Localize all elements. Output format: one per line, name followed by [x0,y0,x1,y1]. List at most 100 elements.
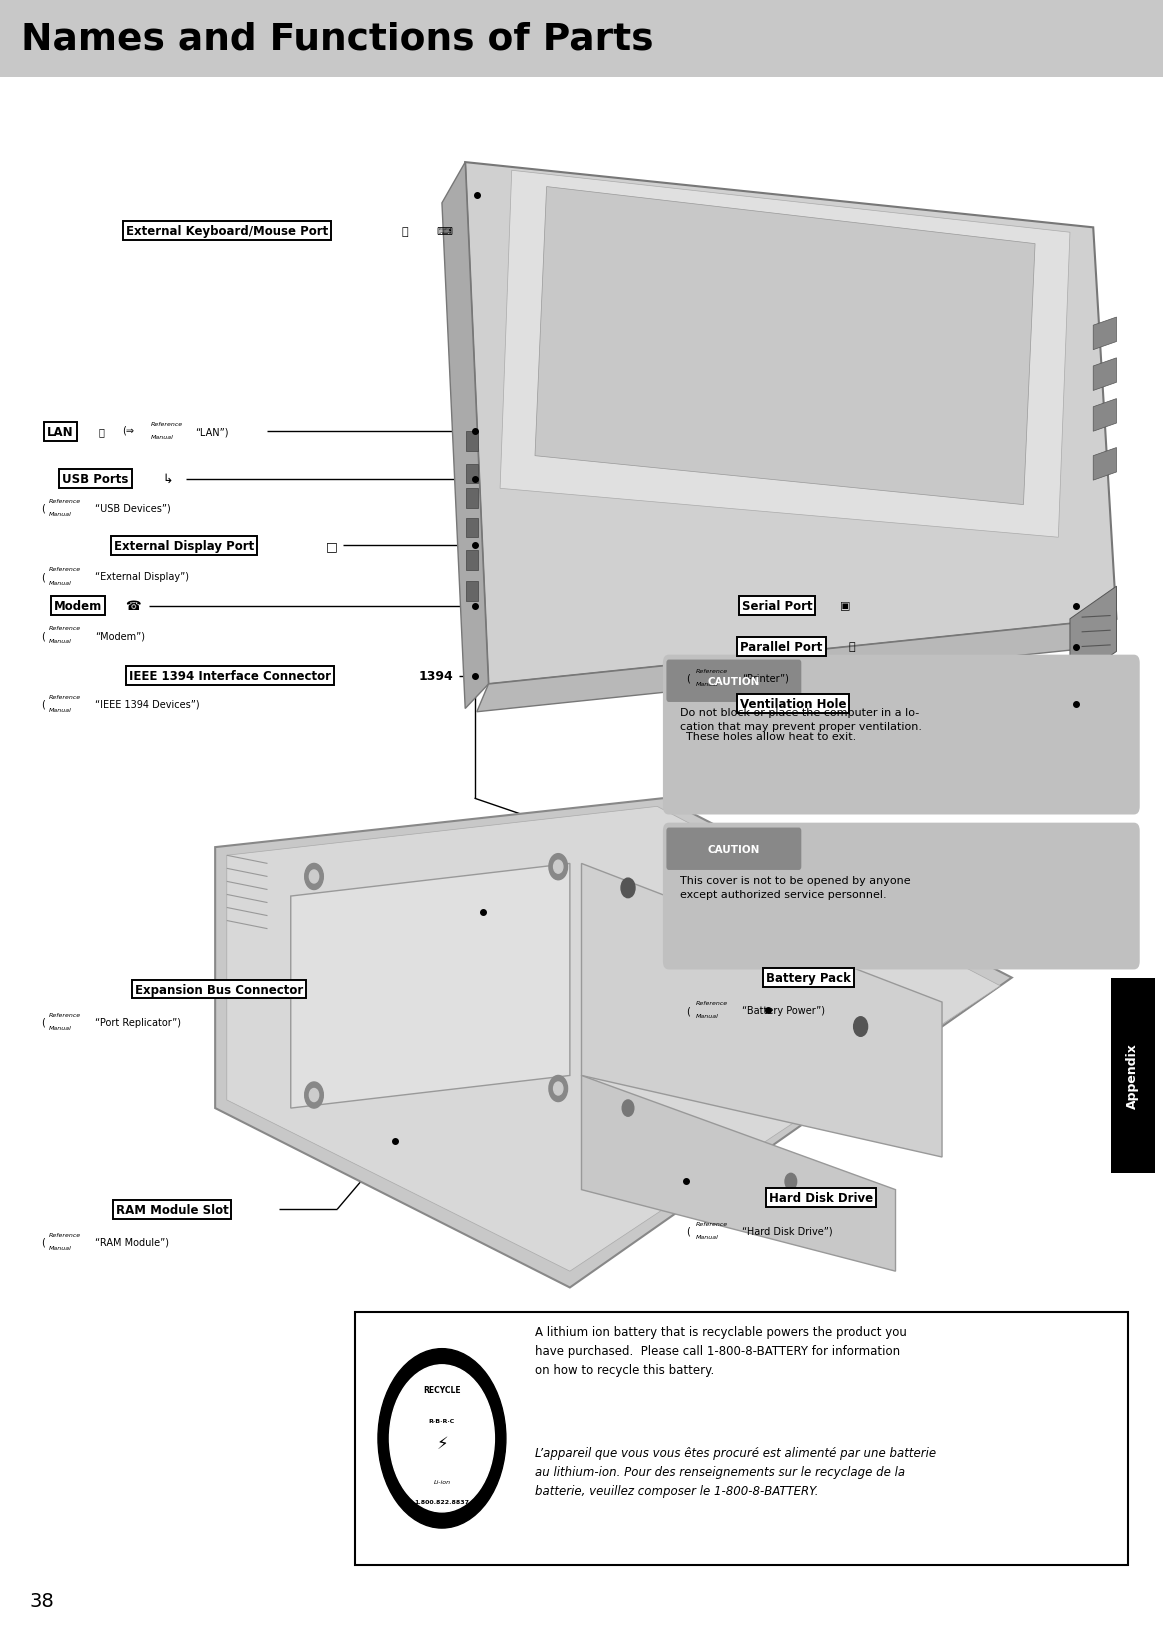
Text: “Modem”): “Modem”) [95,631,145,641]
Polygon shape [227,807,1000,1271]
Text: (: ( [41,504,44,513]
Text: (: ( [41,631,44,641]
Text: Manual: Manual [151,435,174,440]
Text: Reference: Reference [49,499,81,504]
Text: (: ( [686,1006,690,1015]
Text: “IEEE 1394 Devices”): “IEEE 1394 Devices”) [95,699,200,709]
Polygon shape [1093,448,1116,481]
Text: Manual: Manual [49,512,72,517]
Text: Reference: Reference [695,668,728,673]
Text: External Keyboard/Mouse Port: External Keyboard/Mouse Port [126,225,328,238]
Text: (: ( [41,1017,44,1027]
Polygon shape [215,799,1012,1288]
Text: Serial Port: Serial Port [742,600,812,613]
Text: Reference: Reference [695,1001,728,1006]
Text: IEEE 1394 Interface Connector: IEEE 1394 Interface Connector [129,670,331,683]
Text: Reference: Reference [49,626,81,631]
Text: This cover is not to be opened by anyone
except authorized service personnel.: This cover is not to be opened by anyone… [680,875,911,900]
Text: “Port Replicator”): “Port Replicator”) [95,1017,181,1027]
Text: CAUTION: CAUTION [707,676,761,686]
Text: Modem: Modem [53,600,102,613]
Polygon shape [582,1076,896,1271]
Text: Manual: Manual [695,1234,719,1239]
Text: (: ( [686,1226,690,1236]
Text: R·B·R·C: R·B·R·C [429,1418,455,1423]
Text: A lithium ion battery that is recyclable powers the product you
have purchased. : A lithium ion battery that is recyclable… [535,1325,907,1376]
FancyBboxPatch shape [0,0,1163,78]
Text: (: ( [41,699,44,709]
Text: External Display Port: External Display Port [114,540,254,553]
Polygon shape [500,171,1070,538]
Text: Manual: Manual [49,707,72,712]
Text: ⎙: ⎙ [849,642,856,652]
Polygon shape [1093,318,1116,350]
Polygon shape [466,518,478,538]
FancyBboxPatch shape [666,660,801,703]
Text: Manual: Manual [695,1014,719,1019]
Circle shape [549,854,568,880]
Text: Reference: Reference [695,1221,728,1226]
Polygon shape [535,187,1035,505]
Polygon shape [291,864,570,1108]
FancyBboxPatch shape [663,823,1140,970]
Text: Manual: Manual [49,580,72,585]
Polygon shape [1070,587,1116,685]
Text: Reference: Reference [49,694,81,699]
Circle shape [305,864,323,890]
Text: Manual: Manual [49,1025,72,1030]
Text: Battery Pack: Battery Pack [766,971,850,985]
Polygon shape [466,432,478,452]
Circle shape [378,1350,506,1529]
Text: (: ( [686,673,690,683]
Text: (⇒: (⇒ [122,425,134,435]
Polygon shape [1093,399,1116,432]
Circle shape [554,1082,563,1095]
Text: Manual: Manual [695,681,719,686]
Circle shape [549,1076,568,1102]
Polygon shape [466,582,478,601]
FancyBboxPatch shape [663,655,1140,815]
Text: Appendix: Appendix [1126,1043,1140,1108]
Text: Ventilation Hole: Ventilation Hole [740,698,847,711]
Text: ↳: ↳ [163,473,173,486]
Text: L’appareil que vous vous êtes procuré est alimenté par une batterie
au lithium-i: L’appareil que vous vous êtes procuré es… [535,1446,936,1496]
Text: 1394: 1394 [419,670,454,683]
Polygon shape [466,489,478,509]
Text: RAM Module Slot: RAM Module Slot [116,1203,228,1216]
Text: Reference: Reference [49,1012,81,1017]
FancyBboxPatch shape [355,1312,1128,1565]
FancyBboxPatch shape [666,828,801,870]
Text: Manual: Manual [49,1245,72,1250]
FancyBboxPatch shape [1111,978,1155,1174]
Polygon shape [582,864,942,1157]
Text: ▣: ▣ [840,601,850,611]
Text: 1.800.822.8837: 1.800.822.8837 [414,1498,470,1504]
Text: “Printer”): “Printer”) [742,673,789,683]
Text: □: □ [326,540,337,553]
Text: LAN: LAN [48,425,73,438]
Text: “RAM Module”): “RAM Module”) [95,1237,170,1247]
Text: “Battery Power”): “Battery Power”) [742,1006,825,1015]
Text: (: ( [41,572,44,582]
Circle shape [390,1364,494,1513]
Circle shape [622,1100,634,1117]
Text: 🖧: 🖧 [99,427,105,437]
Text: Reference: Reference [49,1232,81,1237]
Polygon shape [477,619,1116,712]
Text: “USB Devices”): “USB Devices”) [95,504,171,513]
Circle shape [621,879,635,898]
Circle shape [309,870,319,883]
Text: ⚡: ⚡ [436,1434,448,1452]
Text: ☎: ☎ [126,600,141,613]
Text: Li-ion: Li-ion [434,1478,450,1483]
Text: Expansion Bus Connector: Expansion Bus Connector [135,983,302,996]
Text: Reference: Reference [151,422,184,427]
Circle shape [554,861,563,874]
Text: 🖱: 🖱 [401,227,408,236]
Text: Names and Functions of Parts: Names and Functions of Parts [21,21,654,57]
Text: CAUTION: CAUTION [707,844,761,854]
Circle shape [309,1089,319,1102]
Polygon shape [466,551,478,570]
Text: ⌨: ⌨ [436,227,452,236]
Text: USB Ports: USB Ports [62,473,129,486]
